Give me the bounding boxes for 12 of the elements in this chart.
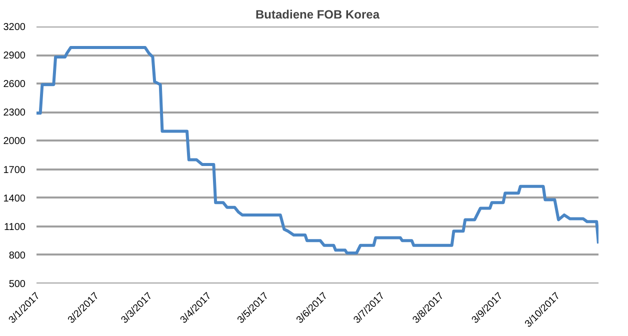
y-tick-label: 800 — [8, 250, 26, 262]
y-tick-label: 1400 — [3, 193, 26, 204]
y-tick-label: 1100 — [4, 222, 26, 233]
y-tick-label: 2600 — [3, 79, 26, 90]
line-series — [36, 46, 598, 255]
y-tick-label: 2300 — [3, 108, 26, 119]
y-tick-label: 2900 — [3, 50, 26, 62]
y-tick-label: 1700 — [3, 164, 26, 176]
chart-title: Butadiene FOB Korea — [255, 8, 380, 22]
y-tick-label: 500 — [8, 279, 26, 290]
y-tick-label: 2000 — [3, 136, 26, 148]
y-tick-label: 3200 — [3, 22, 26, 33]
